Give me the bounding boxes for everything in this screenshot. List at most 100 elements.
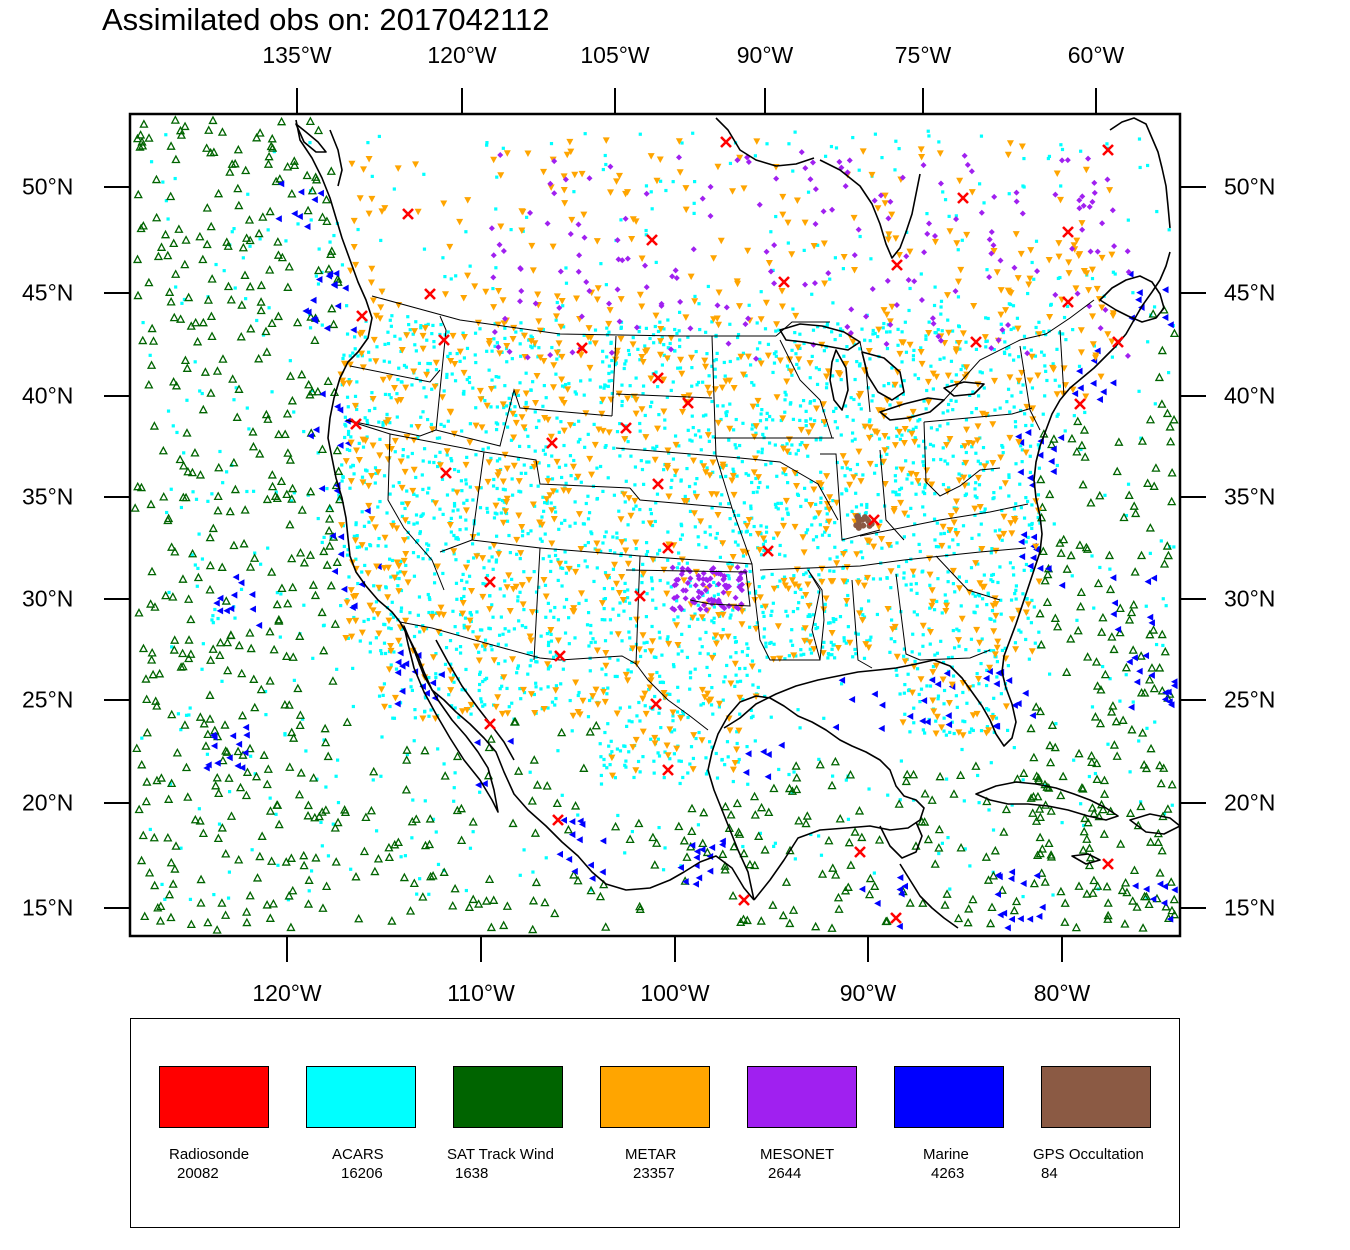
acars-marker bbox=[736, 357, 740, 361]
acars-marker bbox=[643, 413, 647, 418]
acars-marker bbox=[462, 587, 466, 591]
acars-marker bbox=[950, 720, 954, 724]
acars-marker bbox=[603, 639, 608, 643]
sat-track-wind-marker bbox=[161, 590, 171, 600]
acars-marker bbox=[712, 605, 716, 609]
acars-marker bbox=[463, 616, 468, 620]
acars-marker bbox=[534, 590, 539, 594]
acars-marker bbox=[465, 498, 469, 502]
sat-track-wind-marker bbox=[687, 826, 697, 835]
acars-marker bbox=[191, 490, 195, 494]
acars-marker bbox=[820, 486, 824, 491]
acars-marker bbox=[978, 370, 982, 374]
acars-marker bbox=[649, 512, 654, 516]
acars-marker bbox=[615, 536, 619, 540]
acars-marker bbox=[664, 188, 668, 193]
acars-marker bbox=[949, 398, 953, 403]
acars-marker bbox=[819, 470, 823, 474]
acars-marker bbox=[868, 339, 872, 343]
acars-marker bbox=[964, 648, 968, 652]
acars-marker bbox=[621, 447, 625, 451]
sat-track-wind-marker bbox=[138, 221, 148, 230]
marine-marker bbox=[994, 890, 1002, 898]
acars-marker bbox=[1090, 705, 1095, 709]
metar-marker bbox=[1035, 578, 1043, 585]
acars-marker bbox=[764, 530, 769, 534]
metar-marker bbox=[342, 458, 350, 465]
metar-marker bbox=[885, 542, 893, 549]
acars-marker bbox=[672, 728, 677, 732]
marine-marker bbox=[692, 880, 700, 888]
acars-marker bbox=[562, 325, 566, 329]
metar-marker bbox=[647, 673, 655, 680]
metar-marker bbox=[450, 548, 458, 555]
acars-marker bbox=[485, 573, 490, 578]
acars-marker bbox=[427, 610, 431, 615]
acars-marker bbox=[498, 587, 502, 591]
acars-marker bbox=[762, 614, 766, 618]
acars-marker bbox=[848, 468, 853, 472]
metar-marker bbox=[878, 535, 886, 543]
sat-track-wind-marker bbox=[949, 789, 959, 798]
acars-marker bbox=[1082, 823, 1086, 828]
metar-marker bbox=[1104, 331, 1112, 338]
acars-marker bbox=[850, 540, 854, 544]
acars-marker bbox=[942, 688, 947, 693]
acars-marker bbox=[818, 438, 823, 442]
metar-marker bbox=[1032, 543, 1040, 551]
acars-marker bbox=[785, 614, 790, 618]
sat-track-wind-marker bbox=[169, 377, 179, 386]
acars-marker bbox=[712, 652, 717, 656]
acars-marker bbox=[387, 360, 392, 364]
metar-marker bbox=[722, 378, 730, 385]
metar-marker bbox=[393, 559, 401, 567]
acars-marker bbox=[896, 327, 900, 331]
sat-track-wind-marker bbox=[1088, 888, 1098, 897]
metar-marker bbox=[896, 350, 904, 358]
acars-marker bbox=[609, 739, 613, 743]
marine-marker bbox=[1171, 886, 1178, 894]
acars-marker bbox=[886, 436, 891, 440]
acars-marker bbox=[395, 415, 399, 419]
sat-track-wind-marker bbox=[369, 766, 379, 776]
acars-marker bbox=[629, 647, 633, 651]
acars-marker bbox=[489, 405, 493, 409]
acars-marker bbox=[977, 533, 981, 537]
metar-marker bbox=[348, 633, 356, 641]
acars-marker bbox=[842, 636, 846, 640]
sat-track-wind-marker bbox=[153, 903, 163, 912]
acars-marker bbox=[645, 460, 649, 464]
acars-marker bbox=[1007, 473, 1011, 477]
acars-marker bbox=[425, 542, 429, 546]
acars-marker bbox=[728, 359, 732, 364]
acars-marker bbox=[561, 304, 565, 308]
acars-marker bbox=[493, 385, 497, 389]
sat-track-wind-marker bbox=[764, 807, 774, 817]
acars-marker bbox=[593, 640, 597, 644]
metar-marker bbox=[957, 266, 965, 274]
acars-marker bbox=[358, 639, 362, 643]
sat-track-wind-marker bbox=[1155, 760, 1165, 770]
sat-track-wind-marker bbox=[811, 921, 821, 931]
acars-marker bbox=[814, 438, 818, 442]
metar-marker bbox=[960, 474, 968, 482]
acars-marker bbox=[434, 672, 438, 676]
acars-marker bbox=[804, 571, 808, 575]
sat-track-wind-marker bbox=[652, 838, 662, 847]
acars-marker bbox=[501, 487, 505, 491]
metar-marker bbox=[368, 195, 376, 203]
acars-marker bbox=[733, 443, 737, 447]
sat-track-wind-marker bbox=[170, 115, 180, 124]
acars-marker bbox=[935, 521, 939, 525]
sat-track-wind-marker bbox=[1083, 652, 1093, 661]
metar-marker bbox=[698, 614, 706, 621]
sat-track-wind-marker bbox=[212, 925, 222, 934]
acars-marker bbox=[823, 423, 827, 427]
sat-track-wind-marker bbox=[698, 838, 708, 848]
sat-track-wind-marker bbox=[1131, 508, 1141, 518]
metar-marker bbox=[466, 617, 474, 625]
acars-marker bbox=[968, 864, 972, 868]
acars-marker bbox=[689, 745, 694, 749]
acars-marker bbox=[625, 724, 629, 728]
metar-marker bbox=[989, 602, 997, 610]
